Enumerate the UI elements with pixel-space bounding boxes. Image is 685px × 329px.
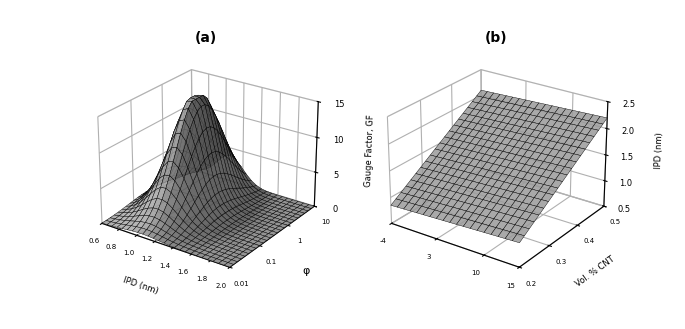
X-axis label: IPD (nm): IPD (nm) <box>122 276 160 296</box>
Y-axis label: φ: φ <box>302 266 310 276</box>
Title: (b): (b) <box>484 32 507 45</box>
Title: (a): (a) <box>195 32 217 45</box>
Y-axis label: Vol. % CNT: Vol. % CNT <box>574 254 616 288</box>
